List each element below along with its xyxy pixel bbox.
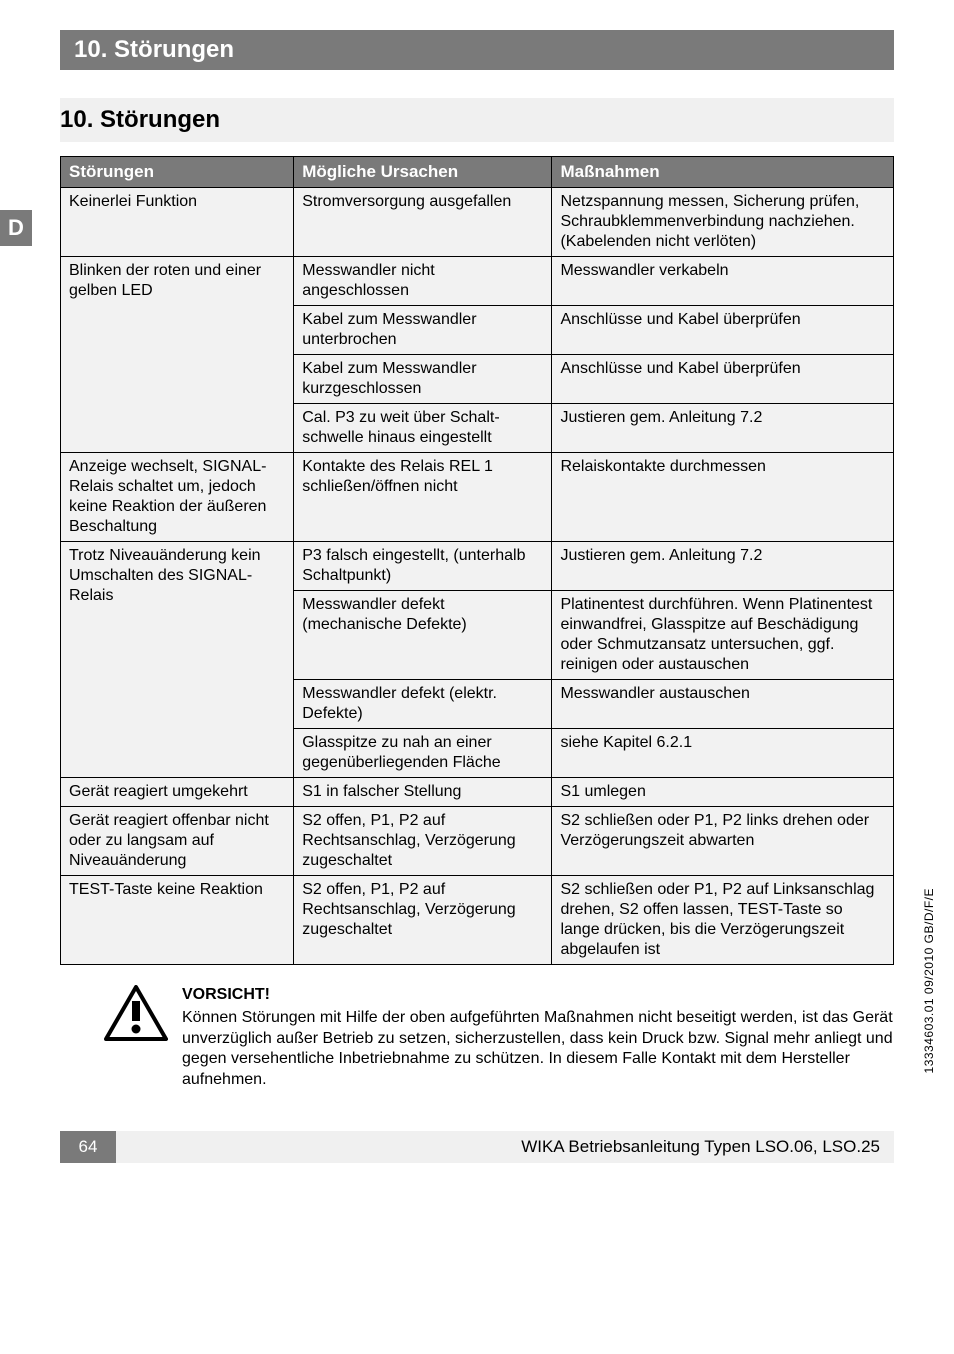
caution-block: VORSICHT! Können Störungen mit Hilfe der… <box>60 985 894 1091</box>
cell-massnahme: S2 schließen oder P1, P2 auf Linksanschl… <box>552 876 894 965</box>
cell-stoerung: Keinerlei Funktion <box>61 188 294 257</box>
footer-doc-title: WIKA Betriebsanleitung Typen LSO.06, LSO… <box>116 1131 894 1163</box>
th-ursachen: Mögliche Ursachen <box>294 157 552 188</box>
cell-ursache: Messwandler nicht angeschlossen <box>294 257 552 306</box>
cell-massnahme: Netzspannung messen, Sicherung prüfen, S… <box>552 188 894 257</box>
cell-ursache: Kabel zum Messwandler unterbrochen <box>294 306 552 355</box>
cell-massnahme: Anschlüsse und Kabel überprüfen <box>552 355 894 404</box>
cell-massnahme: Relaiskontakte durchmessen <box>552 453 894 542</box>
chapter-header: 10. Störungen <box>60 30 894 70</box>
cell-stoerung: Anzeige wechselt, SIGNAL-Relais schaltet… <box>61 453 294 542</box>
cell-stoerung: Gerät reagiert umgekehrt <box>61 778 294 807</box>
caution-text: VORSICHT! Können Störungen mit Hilfe der… <box>182 985 894 1091</box>
cell-ursache: Stromversorgung ausge­fallen <box>294 188 552 257</box>
cell-ursache: Cal. P3 zu weit über Schalt­schwelle hin… <box>294 404 552 453</box>
page: 10. Störungen 10. Störungen Störungen Mö… <box>0 0 954 1193</box>
warning-icon <box>104 985 168 1041</box>
cell-massnahme: S2 schließen oder P1, P2 links drehen od… <box>552 807 894 876</box>
cell-ursache: Messwandler defekt (mechanische Defekte) <box>294 591 552 680</box>
cell-ursache: Kabel zum Messwandler kurzgeschlossen <box>294 355 552 404</box>
cell-ursache: S2 offen, P1, P2 auf Rechtsanschlag, Ver… <box>294 876 552 965</box>
table-row: Gerät reagiert offenbar nicht oder zu la… <box>61 807 894 876</box>
caution-body: Können Störungen mit Hilfe der oben aufg… <box>182 1008 894 1091</box>
th-massnahmen: Maßnahmen <box>552 157 894 188</box>
cell-stoerung: Gerät reagiert offenbar nicht oder zu la… <box>61 807 294 876</box>
caution-title: VORSICHT! <box>182 985 894 1006</box>
table-row: Blinken der roten und einer gelben LEDMe… <box>61 257 894 306</box>
cell-massnahme: Messwandler verkabeln <box>552 257 894 306</box>
cell-stoerung: Trotz Niveauänderung kein Umschalten des… <box>61 542 294 778</box>
cell-massnahme: Anschlüsse und Kabel überprüfen <box>552 306 894 355</box>
cell-massnahme: Messwandler austauschen <box>552 680 894 729</box>
cell-massnahme: S1 umlegen <box>552 778 894 807</box>
cell-ursache: Messwandler defekt (elektr. Defekte) <box>294 680 552 729</box>
cell-stoerung: Blinken der roten und einer gelben LED <box>61 257 294 453</box>
table-row: Trotz Niveauänderung kein Umschalten des… <box>61 542 894 591</box>
cell-ursache: Kontakte des Relais REL 1 schließen/öffn… <box>294 453 552 542</box>
cell-ursache: P3 falsch eingestellt, (unter­halb Schal… <box>294 542 552 591</box>
cell-massnahme: siehe Kapitel 6.2.1 <box>552 729 894 778</box>
cell-ursache: S1 in falscher Stellung <box>294 778 552 807</box>
cell-massnahme: Platinentest durchführen. Wenn Platinent… <box>552 591 894 680</box>
cell-ursache: S2 offen, P1, P2 auf Rechtsanschlag, Ver… <box>294 807 552 876</box>
cell-massnahme: Justieren gem. Anleitung 7.2 <box>552 404 894 453</box>
table-row: Keinerlei FunktionStromversorgung ausge­… <box>61 188 894 257</box>
cell-stoerung: TEST-Taste keine Reaktion <box>61 876 294 965</box>
troubleshooting-table: Störungen Mögliche Ursachen Maßnahmen Ke… <box>60 156 894 965</box>
table-row: TEST-Taste keine ReaktionS2 offen, P1, P… <box>61 876 894 965</box>
th-stoerungen: Störungen <box>61 157 294 188</box>
document-reference: 13334603.01 09/2010 GB/D/F/E <box>922 888 936 1073</box>
footer: 64 WIKA Betriebsanleitung Typen LSO.06, … <box>60 1131 894 1163</box>
page-number: 64 <box>60 1131 116 1163</box>
table-row: Anzeige wechselt, SIGNAL-Relais schaltet… <box>61 453 894 542</box>
section-title: 10. Störungen <box>60 98 894 142</box>
table-row: Gerät reagiert umgekehrtS1 in falscher S… <box>61 778 894 807</box>
cell-ursache: Glasspitze zu nah an einer gegenüberlieg… <box>294 729 552 778</box>
cell-massnahme: Justieren gem. Anleitung 7.2 <box>552 542 894 591</box>
